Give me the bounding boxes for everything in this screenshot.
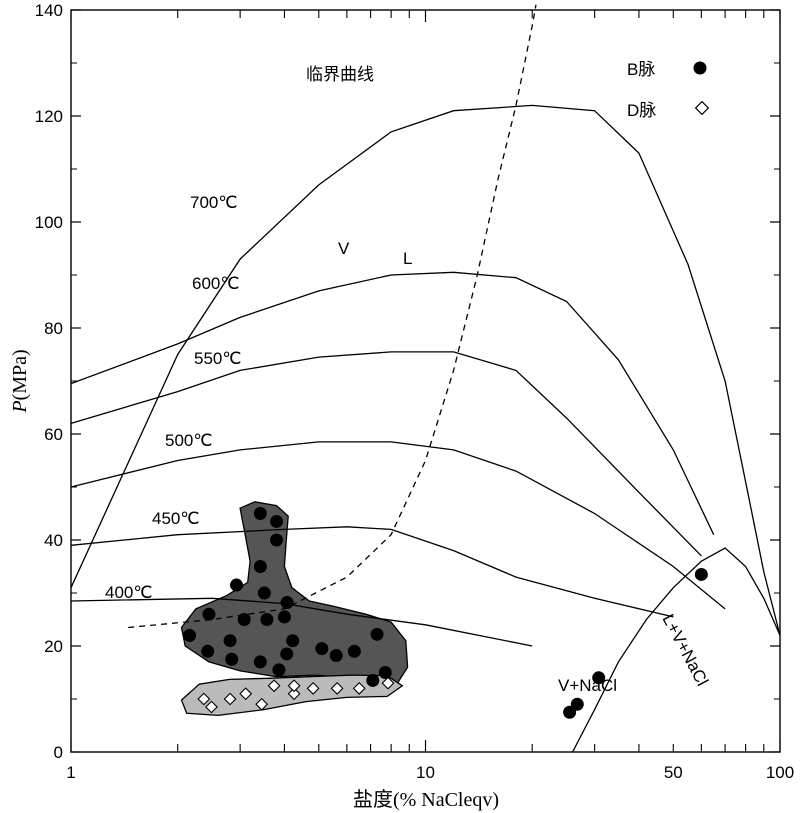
b-vein-point	[183, 628, 197, 642]
isotherm-label-500: 500℃	[165, 431, 212, 450]
b-vein-point	[366, 673, 380, 687]
b-vein-point	[253, 507, 267, 520]
isotherm-label-400: 400℃	[105, 583, 152, 602]
b-vein-point	[257, 586, 271, 600]
halite-saturation-curve	[572, 547, 781, 753]
tick-labels: 0 20 40 60 80 100 120 140 1 10 50 100	[35, 1, 795, 782]
b-vein-point	[225, 652, 239, 666]
b-vein-point	[237, 613, 251, 626]
b-vein-point	[280, 647, 294, 661]
b-vein-point	[202, 607, 216, 621]
liquid-label: L	[403, 249, 412, 268]
critical-curve-label: 临界曲线	[306, 65, 374, 84]
x-tick-label: 50	[664, 763, 683, 782]
x-tick-label: 100	[766, 763, 794, 782]
b-vein-point	[694, 567, 708, 581]
y-axis-title-unit: (MPa)	[9, 349, 31, 400]
isotherm-label-600: 600℃	[192, 274, 239, 293]
isotherm-label-450: 450℃	[152, 509, 199, 528]
b-vein-point	[201, 644, 215, 658]
x-tick-label: 10	[416, 763, 435, 782]
b-vein-point	[329, 649, 343, 663]
d-vein-point	[381, 676, 395, 690]
critical-curve	[128, 4, 537, 629]
b-vein-point	[223, 634, 237, 648]
y-tick-label: 60	[44, 425, 63, 444]
isotherm-label-700: 700℃	[190, 193, 237, 212]
y-tick-label: 20	[44, 637, 63, 656]
b-vein-point	[230, 578, 244, 592]
b-vein-point	[260, 613, 274, 626]
isotherm-curve	[70, 441, 726, 610]
y-tick-label: 40	[44, 531, 63, 550]
legend-marker-b	[693, 61, 707, 75]
d-vein-point	[205, 700, 218, 714]
b-vein-point	[370, 627, 384, 641]
b-vein-point	[270, 533, 284, 547]
b-vein-point	[253, 560, 267, 573]
d-vein-point	[287, 687, 301, 701]
y-tick-label: 140	[35, 1, 63, 20]
y-axis-title-symbol: P	[9, 400, 31, 413]
y-axis-title: P(MPa)	[9, 349, 31, 413]
x-axis-title: 盐度(% NaCleqv)	[353, 788, 499, 811]
d-vein-point	[330, 681, 344, 695]
legend: B脉 D脉	[627, 60, 710, 120]
b-vein-point	[315, 642, 329, 656]
b-vein-point	[570, 697, 584, 711]
b-vein-point	[270, 514, 284, 528]
b-vein-point	[286, 634, 300, 648]
y-tick-label: 0	[54, 743, 63, 762]
vapor-label: V	[338, 239, 350, 258]
isotherm-label-550: 550℃	[194, 349, 241, 368]
legend-label-b: B脉	[627, 60, 655, 79]
d-vein-point	[223, 692, 237, 706]
y-tick-label: 100	[35, 213, 63, 232]
d-vein-point	[239, 687, 253, 701]
phase-curves	[70, 4, 781, 753]
vapor-halite-label: V+NaCl	[558, 676, 617, 695]
y-tick-label: 80	[44, 319, 63, 338]
liquid-vapor-halite-label: L+V+NaCl	[658, 611, 712, 689]
b-vein-point	[378, 666, 392, 679]
d-vein-point	[352, 681, 366, 695]
y-tick-label: 120	[35, 107, 63, 126]
legend-marker-d	[694, 100, 710, 116]
d-vein-point	[197, 692, 211, 706]
d-vein-point	[287, 679, 301, 693]
b-vein-point	[347, 644, 361, 658]
b-vein-point	[272, 663, 286, 677]
b-vein-point	[277, 610, 291, 624]
d-vein-point	[306, 681, 320, 695]
isotherm-curve	[70, 351, 702, 557]
isotherm-curve	[70, 597, 533, 647]
b-vein-point	[280, 596, 294, 610]
b-vein-point	[592, 671, 606, 685]
axis-ticks	[70, 9, 781, 753]
d-vein-point	[255, 697, 269, 711]
legend-label-d: D脉	[627, 101, 656, 120]
isotherm-curve	[70, 104, 781, 636]
b-vein-point	[253, 655, 267, 669]
isotherm-curve	[70, 526, 674, 618]
isotherm-curve	[70, 271, 715, 535]
x-tick-label: 1	[66, 763, 75, 782]
d-vein-point	[267, 679, 281, 693]
data-points	[183, 507, 708, 719]
